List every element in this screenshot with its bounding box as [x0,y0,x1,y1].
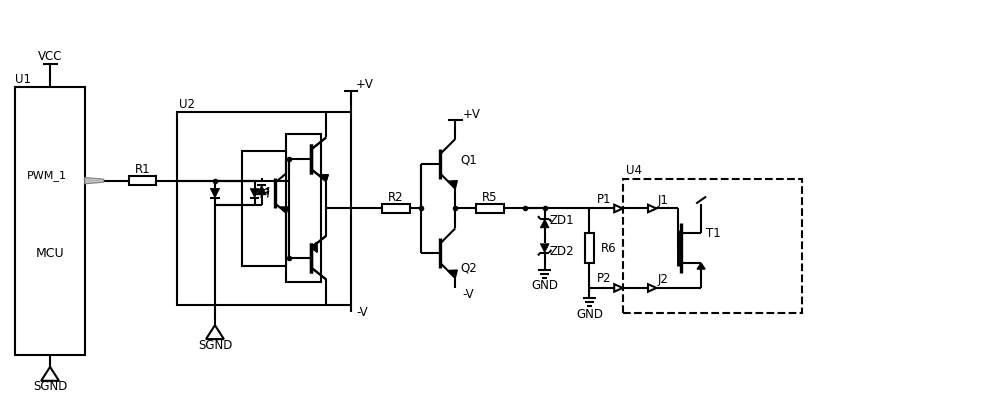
Polygon shape [210,188,220,198]
Bar [476,204,504,213]
Bar [177,112,351,305]
Text: U4: U4 [626,164,642,177]
Polygon shape [250,189,259,198]
Polygon shape [319,175,328,181]
Polygon shape [448,181,457,189]
Polygon shape [448,270,457,278]
Text: R1: R1 [135,163,150,176]
Text: U1: U1 [15,73,31,86]
Polygon shape [697,263,705,269]
Bar [242,151,286,266]
Text: -V: -V [356,306,368,319]
Polygon shape [257,185,266,195]
Text: Q1: Q1 [460,153,477,166]
Text: ZD1: ZD1 [550,214,574,227]
Text: GND: GND [576,308,603,321]
Bar [623,179,802,313]
Text: Q2: Q2 [460,261,477,275]
Text: T1: T1 [706,227,721,240]
Text: PWM_1: PWM_1 [27,170,67,181]
Text: ZD2: ZD2 [550,245,574,258]
Text: MCU: MCU [36,247,64,260]
Text: VCC: VCC [38,49,62,62]
Polygon shape [280,207,288,213]
Text: SGND: SGND [33,380,67,393]
Text: J2: J2 [658,273,669,286]
Bar [382,204,410,213]
Text: J1: J1 [658,194,669,207]
Text: SGND: SGND [198,339,232,351]
Bar [585,233,594,263]
Polygon shape [85,178,104,184]
Text: -V: -V [462,289,474,301]
Text: GND: GND [531,279,558,293]
Text: R2: R2 [388,191,404,204]
Bar [129,176,156,185]
Text: R5: R5 [482,191,498,204]
Polygon shape [319,175,328,181]
Text: U2: U2 [179,98,195,111]
Bar [15,87,85,355]
Polygon shape [311,242,317,252]
Polygon shape [540,244,549,253]
Text: P1: P1 [597,193,611,206]
Polygon shape [311,242,317,252]
Text: R6: R6 [601,242,617,255]
Text: P2: P2 [597,272,611,286]
Text: +V: +V [462,108,480,120]
Polygon shape [540,219,549,228]
Bar [286,134,321,282]
Text: +V: +V [356,79,374,91]
